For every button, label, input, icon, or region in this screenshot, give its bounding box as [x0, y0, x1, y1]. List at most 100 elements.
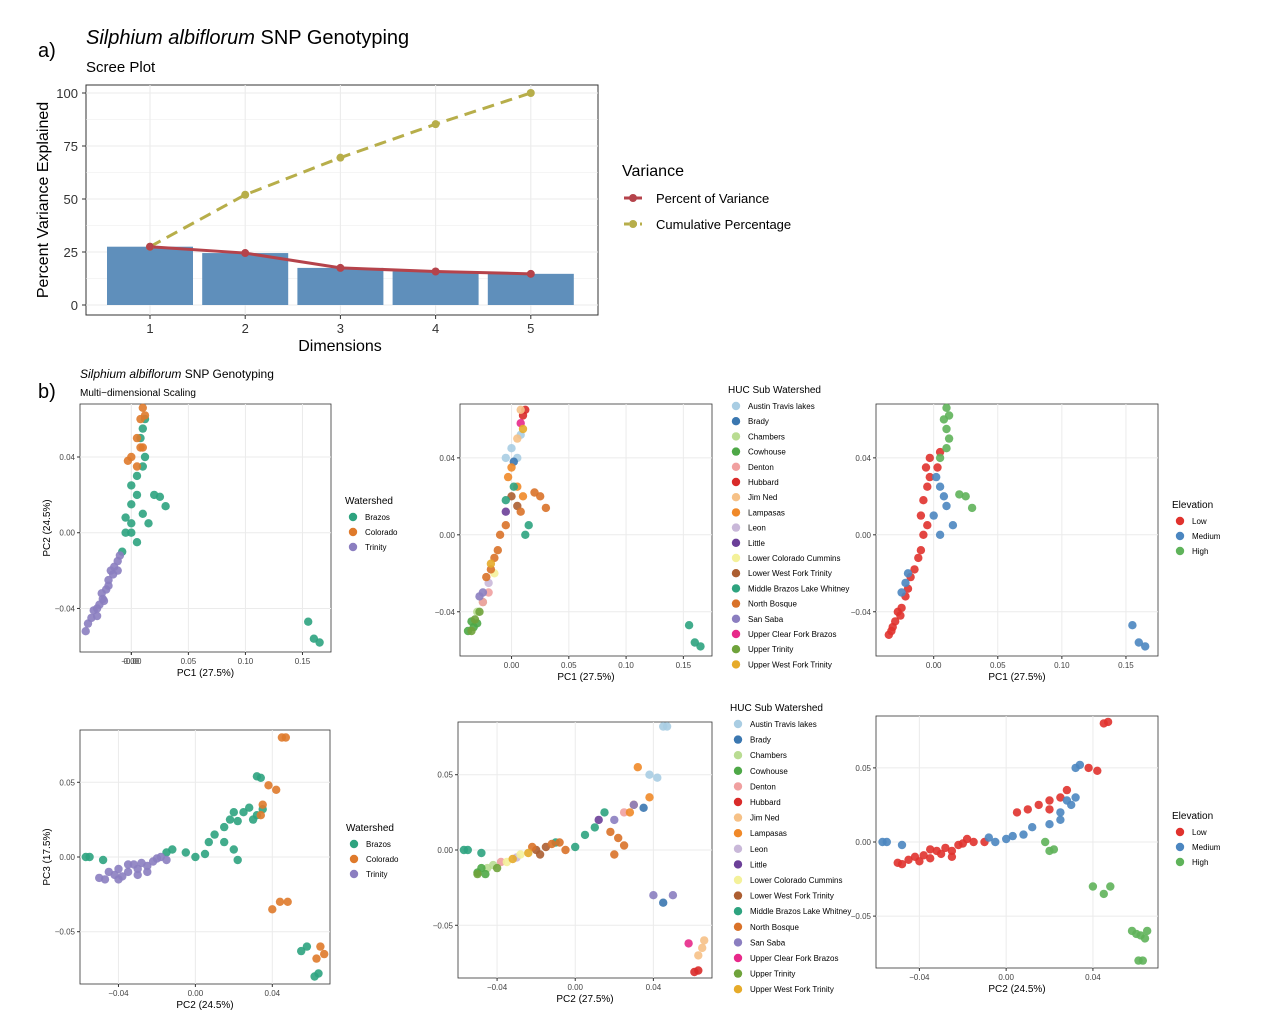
y-axis-title: PC2 (24.5%) [42, 499, 53, 556]
point-austin-travis-lakes [501, 453, 510, 463]
point-medium [939, 492, 949, 501]
point-percent [431, 267, 440, 276]
point-san-saba [629, 800, 638, 809]
point-brazos [138, 462, 147, 471]
point-high [967, 503, 977, 513]
legend-label: Chambers [748, 432, 785, 441]
x-tick-label: −0.00 [121, 657, 142, 666]
legend-label: Colorado [365, 528, 398, 537]
point-upper-west-fork-trinity [518, 424, 528, 434]
y-tick-label: 0.00 [439, 531, 455, 540]
point-brazos [132, 490, 142, 500]
legend-label: Upper Trinity [748, 645, 793, 654]
legend-key [733, 891, 743, 900]
point-colorado [132, 462, 142, 471]
point-colorado [258, 800, 267, 809]
legend-key [731, 629, 741, 639]
point-medium [1019, 830, 1028, 839]
legend-label: Little [748, 539, 765, 548]
point-percent [526, 269, 535, 278]
point-medium [1134, 638, 1144, 647]
point-high [1132, 929, 1141, 939]
point-medium [942, 501, 951, 511]
point-low [935, 447, 945, 457]
point-brazos [252, 772, 262, 781]
y-tick-label: −0.05 [433, 921, 454, 930]
y-tick-label: 0.04 [855, 454, 871, 463]
point-trinity [162, 855, 171, 865]
y-tick-label: 0.05 [59, 778, 75, 787]
point-low [1012, 808, 1022, 817]
point-medium [948, 521, 958, 530]
point-high [955, 490, 964, 499]
point-brazos [132, 538, 142, 547]
point-brazos [161, 502, 170, 511]
legend-key [733, 922, 743, 931]
point-trinity [133, 870, 142, 880]
point-brazos [314, 969, 323, 978]
legend-key [731, 553, 741, 563]
legend-key [731, 645, 741, 654]
point-medium [1141, 642, 1150, 651]
point-brazos [229, 845, 238, 854]
point-brazos [233, 855, 242, 865]
legend-title: Variance [622, 163, 684, 180]
legend-key [733, 907, 743, 916]
point-low [933, 463, 942, 472]
point-percent [241, 249, 250, 258]
legend-label: San Saba [748, 615, 784, 624]
point-low [1056, 793, 1065, 802]
legend-label: Denton [748, 463, 774, 472]
legend-label: Brazos [366, 840, 391, 849]
y-tick-label: 0.00 [437, 846, 453, 855]
point-low [947, 852, 957, 861]
scatter-panel-b2: 0.00 0.05 0.10 0.15 −0.04 0.00 0.04 PC1 (27.5%)… [435, 385, 850, 683]
point-low [1023, 805, 1032, 814]
legend-label: Percent of Variance [656, 191, 769, 206]
point-jim-ned [700, 936, 709, 945]
point-brazos [132, 471, 142, 481]
x-tick-label: 0.00 [926, 661, 942, 670]
x-tick-label: 0.15 [295, 657, 311, 666]
point-medium [882, 837, 891, 847]
legend-label: Upper Clear Fork Brazos [750, 954, 838, 963]
legend-key [731, 614, 741, 623]
x-tick-label: 2 [242, 321, 249, 336]
bar-dim-3 [297, 267, 384, 305]
point-jim-ned [698, 943, 707, 953]
legend-key [1175, 531, 1185, 541]
point-north-bosque [614, 833, 623, 843]
point-little [501, 507, 510, 516]
point-high [1049, 845, 1059, 854]
point-upper-trinity [475, 607, 484, 616]
x-tick-label: −0.04 [909, 973, 930, 982]
point-brazos [127, 500, 136, 509]
point-san-saba [475, 592, 484, 601]
legend-label: Upper Trinity [750, 970, 795, 979]
legend-label: Jim Ned [750, 814, 779, 823]
point-lampasas [625, 808, 635, 817]
legend-key [733, 719, 743, 729]
point-medium [935, 482, 945, 491]
legend-label: Lower Colorado Cummins [750, 876, 842, 885]
legend-title: Elevation [1172, 500, 1213, 511]
x-tick-label: 1 [146, 321, 153, 336]
legend-key [731, 660, 741, 669]
legend-title: Elevation [1172, 811, 1213, 822]
point-trinity [114, 875, 123, 884]
point-low [919, 496, 928, 505]
legend-key [731, 599, 741, 608]
point-colorado [136, 414, 145, 424]
point-trinity [113, 566, 122, 575]
point-medium [932, 472, 941, 482]
y-tick-label: 100 [56, 86, 78, 101]
point-low [914, 553, 923, 563]
point-brazos [127, 519, 136, 528]
legend-label: Upper Clear Fork Brazos [748, 630, 836, 639]
legend-label: Leon [748, 524, 766, 533]
point-middle-brazos-lake-whitney [524, 521, 533, 530]
point-brazos [168, 845, 177, 854]
legend-label: Lower Colorado Cummins [748, 554, 840, 563]
x-tick-label: 4 [432, 321, 439, 336]
legend-key [733, 953, 743, 963]
